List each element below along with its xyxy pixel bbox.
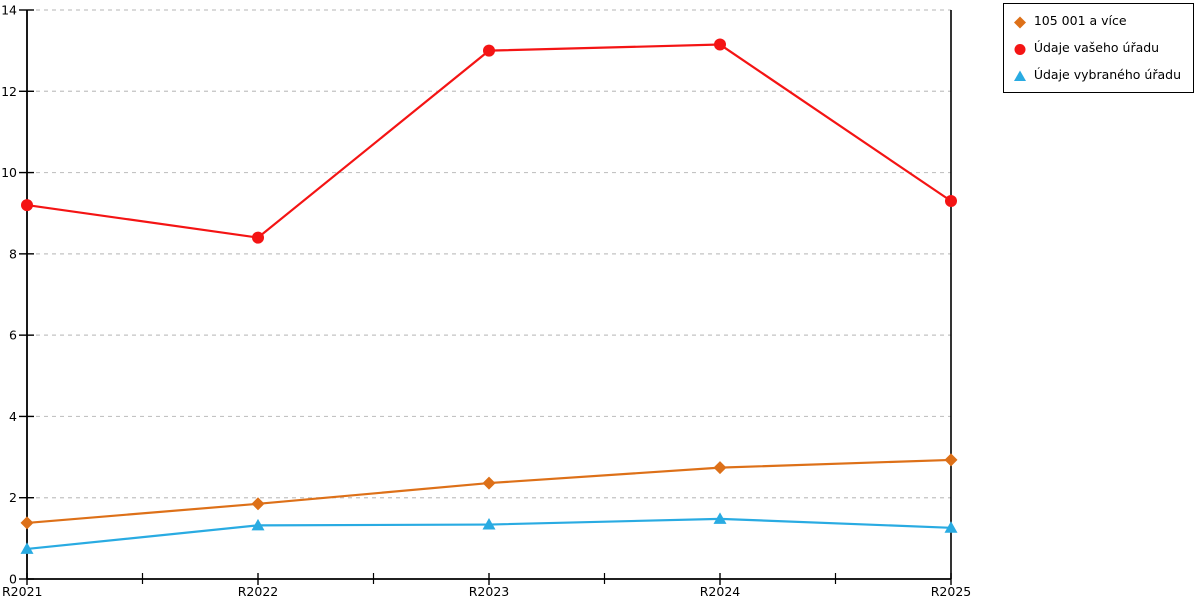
diamond-icon	[1013, 14, 1027, 29]
diamond-marker	[20, 516, 34, 530]
x-tick-label: R2022	[238, 584, 279, 599]
series-line	[26, 458, 952, 525]
triangle-marker	[1013, 70, 1026, 81]
x-tick-label: R2023	[469, 584, 510, 599]
y-tick-label: 10	[1, 165, 17, 180]
diamond-marker	[944, 453, 958, 467]
legend-label: 105 001 a více	[1033, 12, 1127, 28]
x-tick-label: R2025	[931, 584, 972, 599]
legend-label: Údaje vybraného úřadu	[1033, 66, 1181, 82]
y-tick-label: 12	[1, 84, 17, 99]
y-tick-label: 0	[9, 572, 17, 587]
triangle-icon	[1013, 68, 1027, 82]
x-tick-label: R2024	[700, 584, 741, 599]
y-tick-label: 14	[1, 3, 17, 18]
legend-label: Údaje vašeho úřadu	[1033, 39, 1160, 55]
y-tick-label: 6	[9, 328, 17, 343]
diamond-marker	[1013, 16, 1026, 29]
circle-marker	[945, 195, 957, 208]
x-tick-label: R2021	[2, 584, 43, 599]
triangle-marker	[20, 542, 34, 554]
y-tick-label: 4	[9, 409, 17, 424]
circle-icon-glyph	[1014, 44, 1026, 55]
circle-marker	[714, 38, 726, 51]
diamond-marker	[251, 497, 265, 511]
legend-item-vaseho-uradu: Údaje vašeho úřadu	[1013, 41, 1181, 55]
triangle-marker	[713, 512, 727, 524]
circle-marker	[1014, 44, 1026, 55]
triangle-marker	[944, 521, 958, 533]
legend-item-105001: 105 001 a více	[1013, 12, 1181, 29]
triangle-marker	[251, 518, 265, 531]
chart-legend: 105 001 a více Údaje vašeho úřadu Údaje …	[1002, 3, 1194, 93]
legend-item-vybraneho-uradu: Údaje vybraného úřadu	[1013, 68, 1181, 82]
diamond-icon-glyph	[1013, 16, 1026, 29]
circle-icon	[1013, 41, 1027, 55]
y-tick-label: 2	[9, 490, 17, 505]
circle-marker	[21, 199, 33, 212]
circle-marker	[252, 231, 264, 244]
y-tick-label: 8	[9, 246, 17, 261]
diamond-marker	[713, 461, 727, 475]
triangle-icon-glyph	[1013, 70, 1026, 81]
triangle-marker	[482, 518, 496, 530]
series-line	[26, 43, 952, 239]
circle-marker	[483, 44, 495, 57]
diamond-marker	[482, 476, 496, 490]
